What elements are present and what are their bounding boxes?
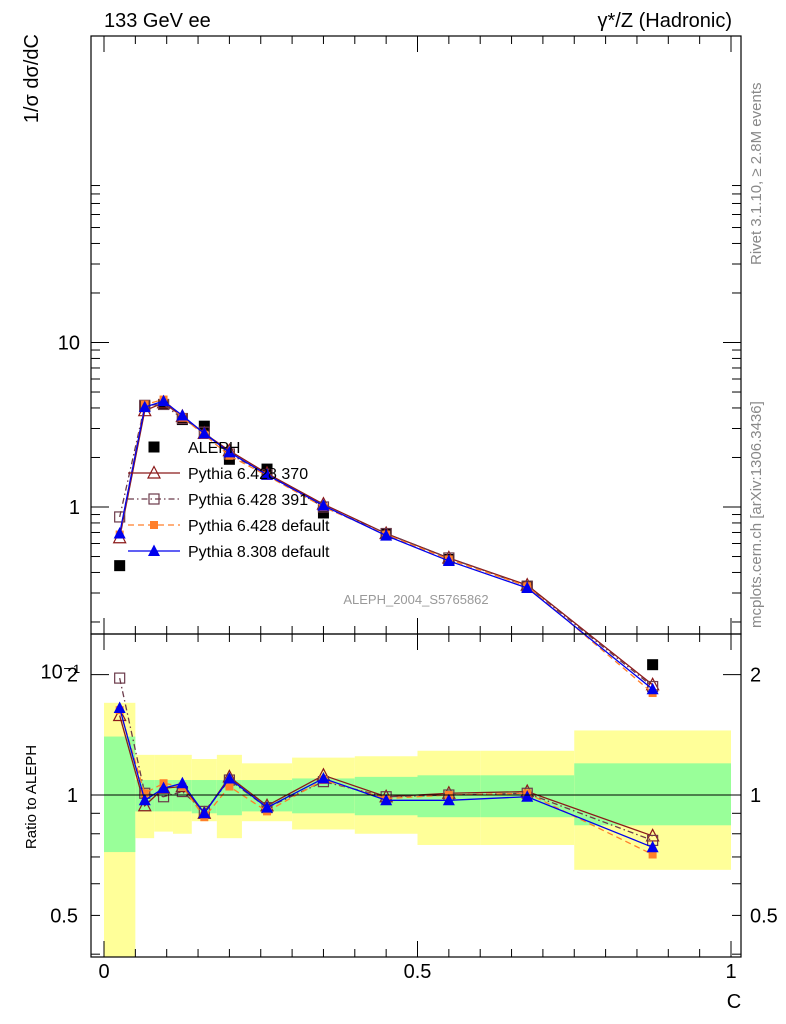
- main-point-data: [317, 507, 329, 519]
- legend-entry-p6def: Pythia 6.428 default: [128, 518, 330, 535]
- x-tick-label: 0: [98, 961, 109, 983]
- ratio-point-p8def: [198, 806, 211, 819]
- main-point-p391: [114, 511, 126, 523]
- main-point-p8def: [442, 554, 455, 566]
- ratio-point-p8def: [646, 840, 659, 853]
- main-point-p8def: [317, 499, 330, 511]
- ratio-band-inner: [574, 763, 731, 826]
- main-point-p8def: [176, 408, 189, 421]
- main-point-p8def: [261, 468, 274, 480]
- ratio-series-p8def: [113, 701, 659, 853]
- legend-entry-p8def: Pythia 8.308 default: [128, 544, 330, 561]
- ratio-point-p8def: [521, 790, 534, 802]
- main-point-p8def: [223, 445, 236, 458]
- ratio-point-p6def: [225, 782, 234, 791]
- ratio-point-p8def: [138, 793, 151, 806]
- ratio-point-p8def: [176, 776, 189, 789]
- ratio-y-tick-label-right: 2: [750, 665, 761, 687]
- ratio-uncertainty-bands: [104, 702, 731, 957]
- main-point-p8def: [380, 529, 393, 541]
- legend-label: ALEPH: [188, 440, 240, 457]
- legend-entry-p370: Pythia 6.428 370: [128, 465, 308, 483]
- legend: ALEPH Pythia 6.428 370 Pythia 6.428 391 Pyt…: [128, 440, 330, 561]
- mcplots-label: mcplots.cern.ch [arXiv:1306.3436]: [748, 401, 765, 628]
- ratio-point-p6def: [648, 850, 657, 859]
- legend-entry-p391: Pythia 6.428 391: [128, 492, 308, 509]
- ratio-point-p8def: [157, 781, 170, 794]
- ratio-y-tick-label: 1: [67, 785, 78, 807]
- header-left: 133 GeV ee: [104, 10, 211, 32]
- ratio-point-p8def: [223, 771, 236, 784]
- main-series-p8def: [113, 394, 659, 695]
- main-point-data: [647, 659, 659, 671]
- legend-label: Pythia 6.428 391: [188, 492, 308, 509]
- legend-marker: [150, 521, 158, 529]
- ratio-band-inner: [292, 778, 355, 814]
- ratio-y-tick-label: 0.5: [50, 905, 78, 927]
- main-y-axis-label: 1/σ dσ/dC: [21, 34, 43, 123]
- main-point-p8def: [113, 527, 126, 539]
- ratio-band-inner: [104, 736, 136, 853]
- ratio-point-p8def: [113, 701, 126, 714]
- analysis-id: ALEPH_2004_S5765862: [343, 592, 488, 607]
- main-series-line: [119, 398, 654, 694]
- legend-label: Pythia 6.428 370: [188, 466, 308, 483]
- main-point-data: [114, 560, 126, 572]
- ratio-point-p8def: [380, 793, 393, 806]
- ratio-y-tick-label: 2: [67, 665, 78, 687]
- legend-marker: [147, 465, 161, 479]
- legend-marker: [148, 493, 160, 505]
- x-tick-label: 1: [725, 961, 736, 983]
- x-axis-label: C: [727, 991, 741, 1013]
- main-point-p8def: [138, 400, 151, 413]
- ratio-point-p6def: [140, 789, 149, 798]
- ratio-point-p8def: [261, 801, 274, 813]
- main-y-tick-label: 10⁻¹: [41, 662, 81, 684]
- legend-label: Pythia 6.428 default: [188, 518, 330, 535]
- main-point-p8def: [198, 426, 211, 439]
- ratio-point-p8def: [317, 771, 330, 784]
- legend-marker: [148, 544, 160, 556]
- legend-label: Pythia 8.308 default: [188, 544, 330, 561]
- main-y-tick-label: 10: [58, 333, 80, 355]
- x-tick-label: 0.5: [404, 961, 432, 983]
- legend-marker: [148, 441, 160, 453]
- ratio-y-axis-label: Ratio to ALEPH: [23, 745, 40, 849]
- ratio-y-tick-label-right: 1: [750, 785, 761, 807]
- ratio-point-p370: [112, 707, 127, 722]
- legend-entry-data: ALEPH: [148, 440, 240, 457]
- rivet-label: Rivet 3.1.10, ≥ 2.8M events: [748, 83, 765, 266]
- main-series-line: [119, 403, 654, 688]
- main-point-p8def: [157, 394, 170, 407]
- main-y-tick-label: 1: [69, 497, 80, 519]
- ratio-point-p391: [114, 672, 126, 684]
- ratio-point-p8def: [442, 793, 455, 806]
- ratio-y-tick-label-right: 0.5: [750, 905, 778, 927]
- header-right: γ*/Z (Hadronic): [598, 10, 732, 32]
- main-point-p8def: [521, 581, 534, 593]
- main-point-p8def: [646, 682, 659, 695]
